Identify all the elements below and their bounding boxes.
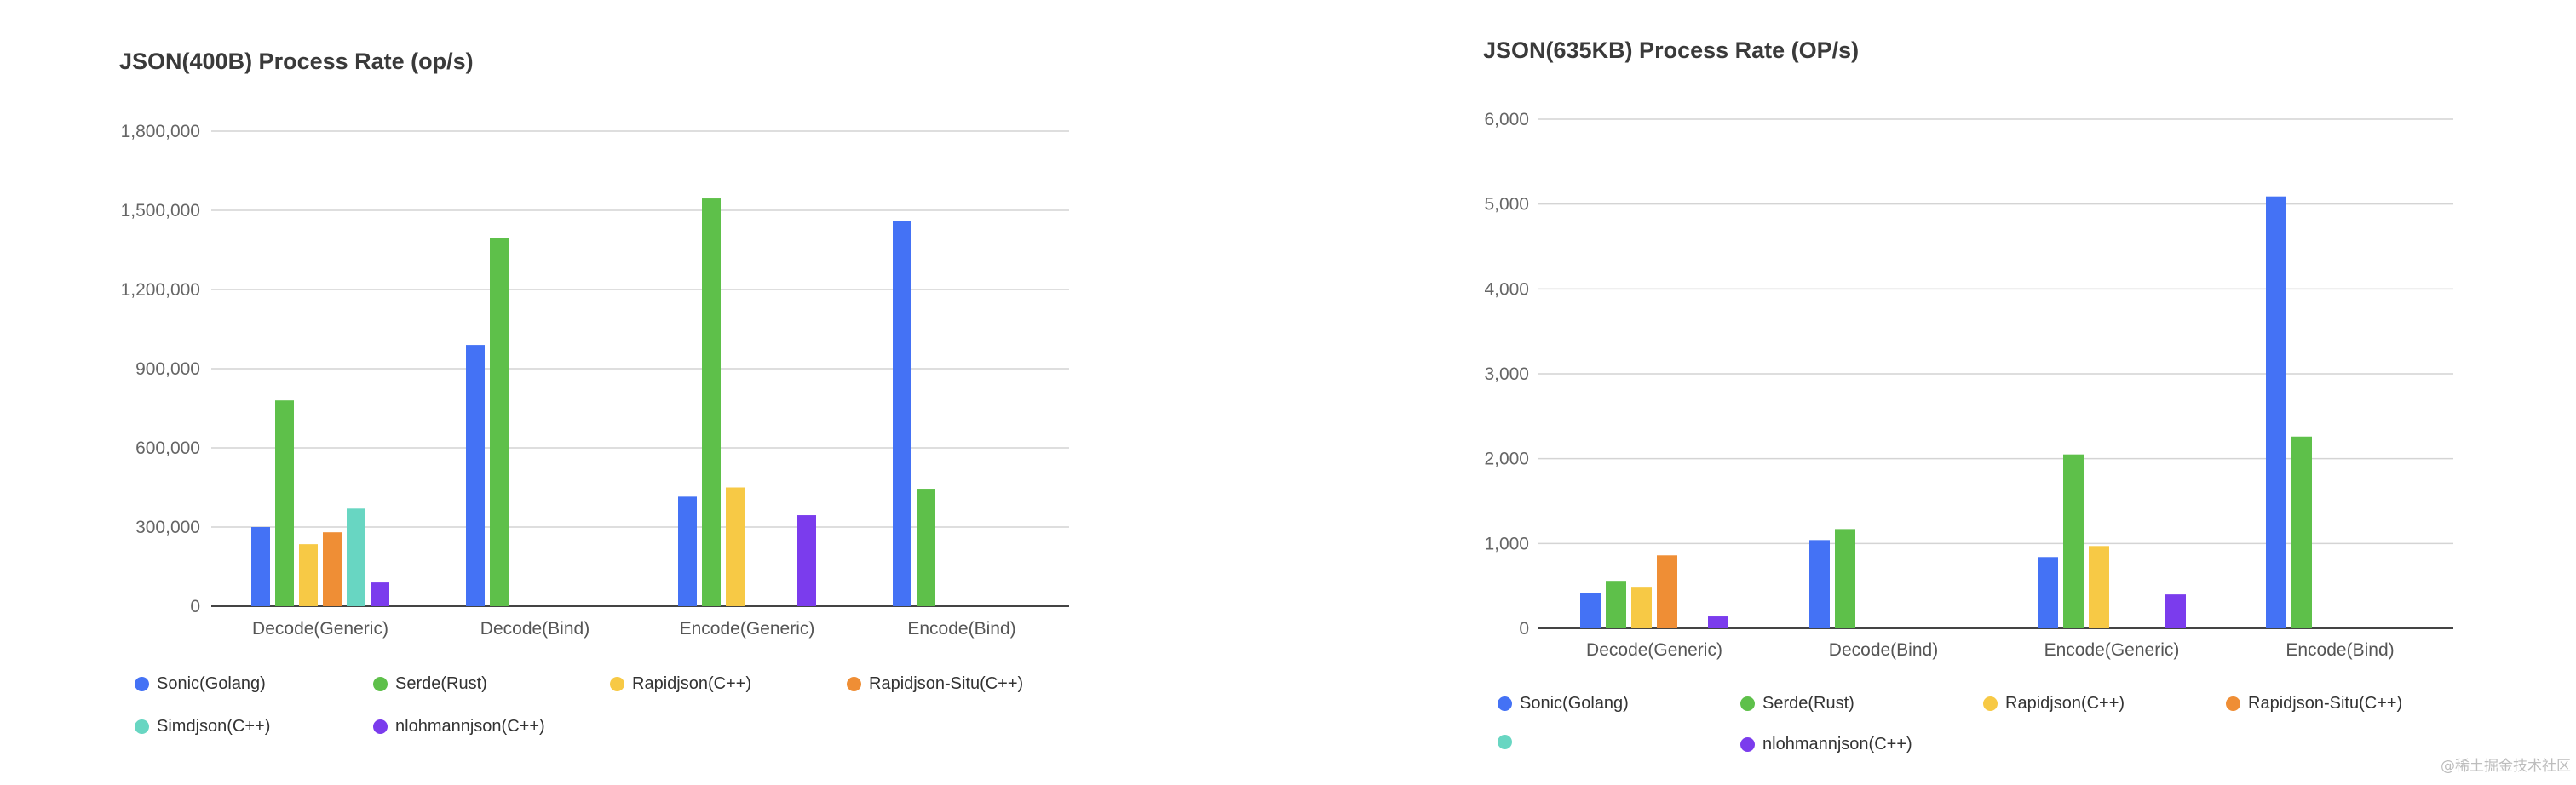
legend-swatch — [1740, 737, 1755, 752]
bar-sonic-golang-encode-bind — [2266, 196, 2286, 629]
legend-swatch — [1983, 696, 1998, 711]
legend-swatch — [135, 719, 149, 734]
x-tick-label: Decode(Generic) — [1586, 640, 1722, 660]
legend-item-rapidjson-situ-c[interactable]: Rapidjson-Situ(C++) — [2226, 694, 2402, 713]
legend-swatch — [373, 677, 388, 691]
legend-label: Simdjson(C++) — [157, 717, 271, 736]
legend-item-series-4[interactable] — [1498, 735, 1520, 749]
bar-simdjson-c-decode-generic — [347, 508, 365, 606]
watermark: @稀土掘金技术社区 — [2441, 758, 2571, 775]
x-tick-label: Decode(Generic) — [252, 619, 388, 639]
legend-label: Rapidjson-Situ(C++) — [869, 674, 1024, 693]
legend-item-nlohmannjson-c[interactable]: nlohmannjson(C++) — [373, 717, 545, 736]
y-tick-label: 900,000 — [135, 359, 200, 379]
y-tick-label: 5,000 — [1484, 195, 1529, 215]
bar-sonic-golang-decode-bind — [1809, 540, 1830, 628]
legend-label: Rapidjson-Situ(C++) — [2248, 694, 2403, 713]
legend-label: Sonic(Golang) — [157, 674, 266, 693]
legend-label: Sonic(Golang) — [1520, 694, 1629, 713]
bar-nlohmannjson-c-encode-generic — [797, 515, 816, 606]
y-tick-label: 1,500,000 — [121, 201, 200, 221]
y-tick-label: 1,800,000 — [121, 122, 200, 141]
legend-item-sonic-golang[interactable]: Sonic(Golang) — [1498, 694, 1629, 713]
legend-swatch — [610, 677, 624, 691]
x-tick-label: Encode(Generic) — [680, 619, 815, 639]
bar-sonic-golang-encode-generic — [678, 496, 697, 606]
legend-swatch — [1498, 735, 1512, 749]
bar-sonic-golang-decode-generic — [251, 527, 270, 606]
legend-item-simdjson-c[interactable]: Simdjson(C++) — [135, 717, 270, 736]
legend-item-rapidjson-c[interactable]: Rapidjson(C++) — [1983, 694, 2125, 713]
bar-serde-rust-encode-generic — [702, 198, 721, 607]
y-tick-label: 1,000 — [1484, 534, 1529, 553]
legend-item-rapidjson-situ-c[interactable]: Rapidjson-Situ(C++) — [847, 674, 1023, 694]
legend-swatch — [1498, 696, 1512, 711]
legend-label: nlohmannjson(C++) — [395, 717, 545, 736]
legend-swatch — [847, 677, 861, 691]
bar-nlohmannjson-c-encode-generic — [2165, 594, 2186, 628]
legend-item-serde-rust[interactable]: Serde(Rust) — [373, 674, 487, 694]
bar-sonic-golang-encode-bind — [893, 221, 911, 606]
y-tick-label: 3,000 — [1484, 364, 1529, 384]
legend-swatch — [135, 677, 149, 691]
legend-swatch — [373, 719, 388, 734]
y-tick-label: 1,200,000 — [121, 280, 200, 300]
x-tick-label: Decode(Bind) — [1829, 640, 1938, 660]
bar-nlohmannjson-c-decode-generic — [371, 582, 389, 606]
legend-label: nlohmannjson(C++) — [1762, 735, 1912, 753]
bar-rapidjson-c-decode-generic — [299, 544, 318, 606]
bar-serde-rust-decode-bind — [1835, 529, 1855, 628]
x-tick-label: Encode(Bind) — [2286, 640, 2394, 660]
bar-rapidjson-c-encode-generic — [726, 487, 745, 606]
legend-label: Rapidjson(C++) — [2005, 694, 2125, 713]
bar-sonic-golang-encode-generic — [2038, 557, 2058, 628]
y-tick-label: 4,000 — [1484, 279, 1529, 299]
chart-1-title: JSON(400B) Process Rate (op/s) — [119, 49, 474, 74]
x-tick-label: Encode(Bind) — [907, 619, 1015, 639]
bar-rapidjson-c-encode-generic — [2089, 546, 2109, 628]
bar-rapidjson-c-decode-generic — [1631, 587, 1652, 628]
y-tick-label: 0 — [190, 597, 200, 616]
legend-item-sonic-golang[interactable]: Sonic(Golang) — [135, 674, 266, 694]
bar-nlohmannjson-c-decode-generic — [1708, 616, 1728, 628]
bar-rapidjson-situ-c-decode-generic — [323, 532, 342, 606]
y-tick-label: 6,000 — [1484, 110, 1529, 129]
x-tick-label: Encode(Generic) — [2044, 640, 2180, 660]
y-tick-label: 300,000 — [135, 518, 200, 537]
legend-label: Serde(Rust) — [395, 674, 487, 693]
legend-swatch — [1740, 696, 1755, 711]
y-tick-label: 2,000 — [1484, 450, 1529, 469]
bar-sonic-golang-decode-generic — [1580, 593, 1601, 628]
bar-serde-rust-decode-generic — [1606, 581, 1626, 628]
legend-item-nlohmannjson-c[interactable]: nlohmannjson(C++) — [1740, 735, 1912, 754]
legend-item-serde-rust[interactable]: Serde(Rust) — [1740, 694, 1854, 713]
x-tick-label: Decode(Bind) — [480, 619, 589, 639]
bar-serde-rust-encode-bind — [917, 489, 935, 606]
bar-sonic-golang-decode-bind — [466, 345, 485, 606]
legend-swatch — [2226, 696, 2240, 711]
bar-serde-rust-encode-bind — [2291, 436, 2312, 628]
legend-item-rapidjson-c[interactable]: Rapidjson(C++) — [610, 674, 751, 694]
legend-label: Rapidjson(C++) — [632, 674, 752, 693]
bar-rapidjson-situ-c-decode-generic — [1657, 555, 1677, 628]
bar-serde-rust-decode-generic — [275, 400, 294, 606]
bar-serde-rust-decode-bind — [490, 238, 509, 606]
bar-serde-rust-encode-generic — [2063, 454, 2084, 628]
chart-2-title: JSON(635KB) Process Rate (OP/s) — [1483, 37, 1860, 63]
y-tick-label: 600,000 — [135, 438, 200, 458]
y-tick-label: 0 — [1519, 619, 1529, 639]
legend-label: Serde(Rust) — [1762, 694, 1854, 713]
